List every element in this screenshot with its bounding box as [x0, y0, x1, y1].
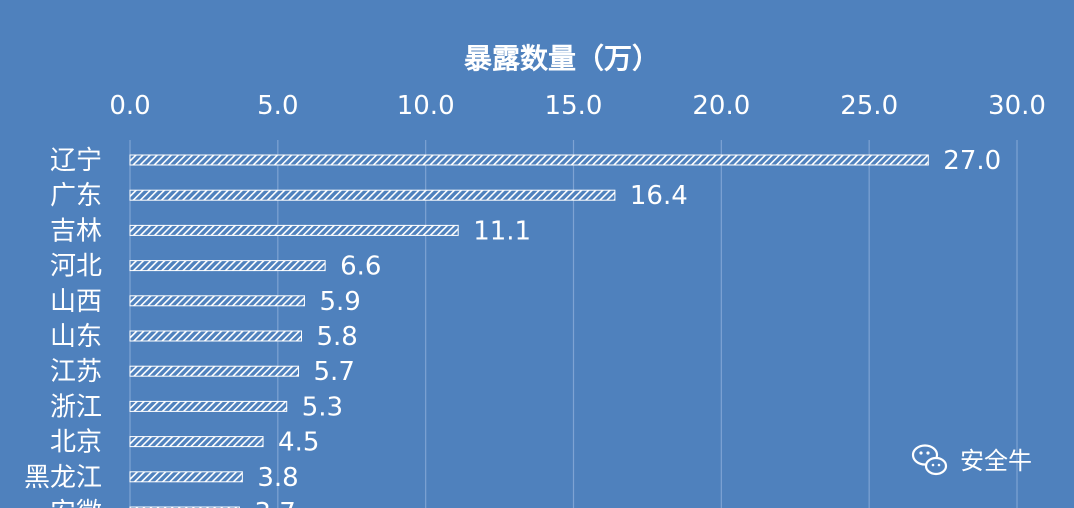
value-label: 4.5: [278, 428, 319, 458]
wechat-icon: [911, 444, 948, 476]
gridlines: [129, 140, 1018, 508]
bars: [129, 154, 929, 508]
category-label: 辽宁: [50, 146, 102, 176]
bar: [129, 330, 302, 342]
category-label: 河北: [50, 252, 102, 282]
value-label: 5.9: [319, 287, 360, 317]
watermark: 安全牛: [911, 444, 1032, 476]
category-label: 山东: [50, 322, 102, 352]
value-label: 6.6: [340, 252, 381, 282]
bar: [129, 295, 305, 307]
category-label: 北京: [50, 428, 102, 458]
bar: [129, 260, 326, 272]
x-tick-label: 20.0: [692, 91, 750, 121]
value-label: 3.7: [254, 498, 295, 508]
category-label: 安徽: [50, 498, 102, 508]
category-label: 江苏: [50, 357, 102, 387]
x-tick-label: 0.0: [109, 91, 150, 121]
bar: [129, 471, 243, 483]
x-tick-label: 30.0: [988, 91, 1046, 121]
x-tick-label: 25.0: [840, 91, 898, 121]
category-label: 广东: [50, 181, 102, 211]
bar: [129, 154, 929, 166]
category-label: 黑龙江: [24, 463, 102, 493]
category-label: 山西: [50, 287, 102, 317]
bar: [129, 436, 264, 448]
value-labels: 27.0 16.4 11.1 6.6 5.9 5.8 5.7 5.3 4.5 3.8 3.7: [254, 146, 1001, 508]
bar: [129, 400, 288, 412]
bar: [129, 189, 616, 201]
value-label: 5.7: [314, 357, 355, 387]
bar: [129, 224, 459, 236]
value-label: 11.1: [473, 216, 531, 246]
x-tick-label: 10.0: [397, 91, 455, 121]
category-label: 吉林: [50, 216, 102, 246]
category-labels: 辽宁广东吉林河北山西山东江苏浙江北京黑龙江安徽: [24, 146, 102, 508]
value-label: 3.8: [257, 463, 298, 493]
value-label: 5.8: [316, 322, 357, 352]
watermark-text: 安全牛: [960, 447, 1032, 475]
category-label: 浙江: [50, 392, 102, 422]
value-label: 5.3: [302, 392, 343, 422]
x-axis-ticks: 0.0 5.0 10.0 15.0 20.0 25.0 30.0: [109, 91, 1046, 121]
value-label: 16.4: [630, 181, 688, 211]
chart-title: 暴露数量（万）: [464, 42, 660, 75]
value-label: 27.0: [943, 146, 1001, 176]
bar: [129, 365, 300, 377]
x-tick-label: 5.0: [257, 91, 298, 121]
x-tick-label: 15.0: [545, 91, 603, 121]
